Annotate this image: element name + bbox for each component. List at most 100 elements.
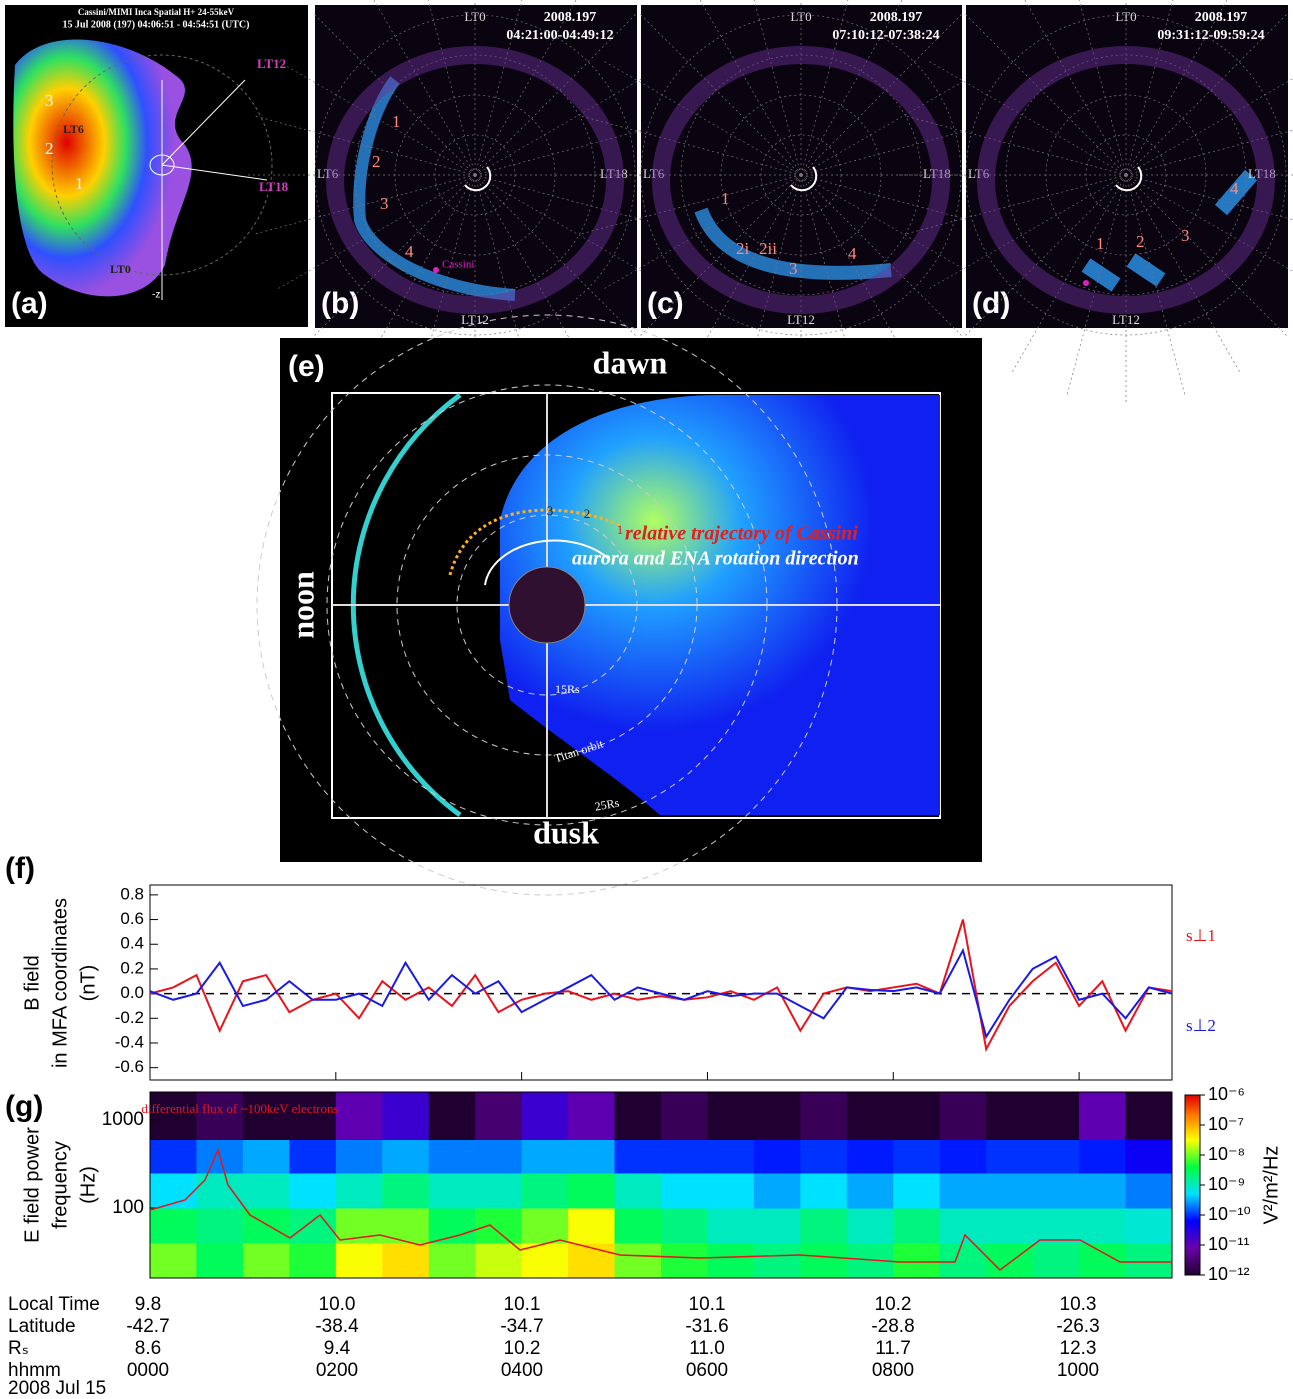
polar-grid <box>699 0 802 176</box>
y-axis-label: (Hz) <box>77 1166 99 1204</box>
heat-cell <box>1032 1172 1080 1209</box>
panel-bg <box>966 5 1288 328</box>
region-number: 1 <box>75 174 84 193</box>
heat-cell <box>428 1207 476 1244</box>
heat-cell <box>707 1207 755 1244</box>
panel-subtitle: 15 Jul 2008 (197) 04:06:51 - 04:54:51 (U… <box>63 19 250 30</box>
polar-grid <box>903 115 1127 176</box>
heat-cell <box>428 1172 476 1209</box>
heat-cell <box>335 1172 383 1209</box>
heat-cell <box>614 1172 662 1209</box>
panel-label: (f) <box>5 852 35 885</box>
saturn <box>149 154 175 176</box>
heat-cell <box>661 1242 708 1279</box>
rotation-arrow <box>790 166 818 192</box>
colorbar-tick-label: 10⁻¹¹ <box>1208 1234 1250 1254</box>
heat-cell <box>382 1207 430 1244</box>
y-tick-label: 100 <box>112 1197 144 1218</box>
heat-cell <box>1032 1242 1080 1279</box>
ephemeris-table: Local Time 9.8 10.0 10.1 10.1 10.2 10.3 Latitud… <box>8 1294 1100 1399</box>
annotation: differential flux of ~100keV electrons <box>141 1101 338 1116</box>
heat-cell <box>1079 1139 1127 1174</box>
time: 04:21:00-04:49:12 <box>506 28 613 43</box>
region-number: 1 <box>617 522 624 537</box>
y-tick-label: 1000 <box>102 1109 144 1130</box>
cell: -42.7 <box>126 1316 169 1337</box>
cell: -28.8 <box>871 1316 914 1337</box>
panel-label: (e) <box>288 350 325 383</box>
polar-grid <box>578 174 802 235</box>
lt-label: LT18 <box>600 166 628 181</box>
heat-cell <box>568 1242 616 1279</box>
lt-label: LT12 <box>257 56 286 71</box>
heat-cell <box>800 1242 848 1279</box>
series-line <box>149 947 1173 1040</box>
y-tick-label: 0.4 <box>120 934 144 953</box>
cassini-marker <box>433 267 439 273</box>
region-number: 3 <box>789 259 798 278</box>
lt-label: LT6 <box>968 166 990 181</box>
panel-f: -0.6 -0.4 -0.2 0.0 0.2 0.4 0.6 0.8 s⊥1 s⊥2 B field… <box>5 852 1216 1081</box>
region-number: 1 <box>392 112 401 131</box>
heat-cell <box>335 1242 383 1279</box>
colorbar-tick-label: 10⁻⁹ <box>1208 1174 1245 1194</box>
heat-cell <box>753 1242 801 1279</box>
heat-cell <box>242 1207 290 1244</box>
ring-label: 15Rs <box>555 682 580 696</box>
lt-label: LT12 <box>461 312 489 327</box>
heat-cell <box>1032 1139 1080 1174</box>
heat-cell <box>614 1207 662 1244</box>
heat-cell <box>382 1242 430 1279</box>
cell: 0600 <box>686 1360 728 1381</box>
annotation: aurora and ENA rotation direction <box>572 548 859 570</box>
polar-grid <box>252 174 476 235</box>
colorbar-tick-label: 10⁻¹⁰ <box>1208 1204 1251 1224</box>
panel-label: (a) <box>11 287 48 320</box>
heat-cell <box>707 1139 755 1174</box>
cell: 10.2 <box>875 1294 912 1315</box>
cell: -31.6 <box>685 1316 728 1337</box>
heat-cell <box>707 1242 755 1279</box>
lt-label: LT12 <box>1112 312 1140 327</box>
heat-cell <box>382 1172 430 1209</box>
heat-cell <box>382 1139 430 1174</box>
annotation: relative trajectory of Cassini <box>625 523 858 545</box>
saturn <box>508 566 586 644</box>
heat-cell <box>428 1242 476 1279</box>
region-number: 1 <box>1096 234 1105 253</box>
heat-cell <box>661 1207 708 1244</box>
polar-grid <box>963 174 1127 338</box>
cell: 8.6 <box>135 1338 161 1359</box>
heat-cell <box>475 1139 523 1174</box>
heat-cell <box>568 1172 616 1209</box>
heat-cell <box>150 1092 197 1141</box>
heat-cell <box>289 1242 337 1279</box>
heat-cell <box>150 1139 197 1174</box>
cell: 9.8 <box>135 1294 161 1315</box>
cell: 12.3 <box>1060 1338 1097 1359</box>
panel-title: Cassini/MIMI Inca Spatial H+ 24-55keV <box>78 7 235 17</box>
heat-cell <box>939 1172 987 1209</box>
heat-cell <box>939 1207 987 1244</box>
polar-grid <box>1024 0 1127 176</box>
cell: 10.0 <box>319 1294 356 1315</box>
heat-cell <box>196 1242 244 1279</box>
aurora <box>353 76 516 301</box>
axis <box>161 164 268 181</box>
y-tick-label: -0.4 <box>115 1032 144 1051</box>
heat-cell <box>568 1092 616 1141</box>
heat-cell <box>707 1092 755 1141</box>
heat-cell <box>800 1139 848 1174</box>
lt-label: LT0 <box>1115 9 1136 24</box>
heat-cell <box>753 1092 801 1141</box>
legend-label: s⊥2 <box>1186 1016 1216 1035</box>
heat-cell <box>893 1207 941 1244</box>
region-number: 2 <box>584 506 591 521</box>
heat-cell <box>1032 1092 1080 1141</box>
heat-cell <box>1079 1172 1127 1209</box>
cell: 0400 <box>501 1360 543 1381</box>
plot-frame <box>149 884 1173 1081</box>
panel-d: LT0 2008.197 09:31:12-09:59:24 LT6 LT18 … <box>896 0 1293 405</box>
axis <box>161 79 246 166</box>
